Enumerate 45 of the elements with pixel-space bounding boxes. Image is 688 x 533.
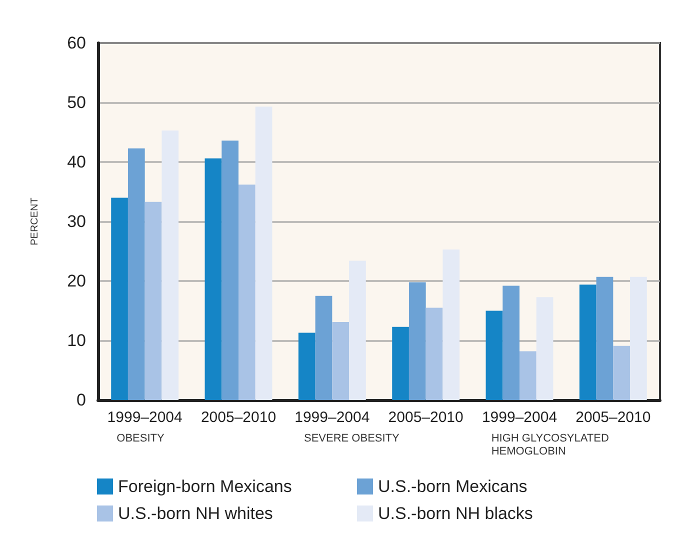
legend-label: U.S.-born NH whites bbox=[118, 504, 273, 523]
bar bbox=[442, 249, 460, 400]
bar bbox=[204, 158, 222, 400]
x-tick-label: 1999–2004 bbox=[107, 409, 182, 426]
bar bbox=[238, 184, 256, 400]
bar bbox=[222, 140, 238, 400]
bar bbox=[111, 198, 128, 400]
x-tick-label: 1999–2004 bbox=[482, 409, 558, 426]
bar bbox=[255, 106, 272, 400]
y-tick-label: 20 bbox=[67, 272, 86, 290]
bar bbox=[486, 310, 503, 400]
bar bbox=[536, 297, 554, 400]
bar bbox=[349, 260, 366, 400]
bar bbox=[144, 202, 162, 400]
x-tick-label: 2005–2010 bbox=[576, 409, 651, 426]
text: HIGH GLYCOSYLATED HEMOGLOBIN bbox=[491, 432, 612, 458]
bar bbox=[315, 296, 332, 400]
y-tick-label: 40 bbox=[67, 152, 86, 172]
legend-label: Foreign-born Mexicans bbox=[118, 477, 292, 496]
legend-label: U.S.-born NH blacks bbox=[378, 504, 533, 523]
bar bbox=[298, 332, 316, 400]
bar bbox=[332, 322, 350, 400]
bar bbox=[596, 276, 614, 400]
x-tick-label: 2005–2010 bbox=[200, 409, 276, 426]
y-tick-label: 60 bbox=[67, 34, 86, 52]
y-tick-label: 0 bbox=[76, 390, 86, 410]
x-tick-label: 1999–2004 bbox=[294, 409, 370, 426]
bar bbox=[579, 284, 596, 400]
y-tick-label: 10 bbox=[67, 331, 86, 350]
bar bbox=[502, 286, 520, 400]
y-tick-label: 30 bbox=[67, 212, 86, 231]
bar bbox=[392, 326, 409, 400]
bar bbox=[613, 346, 630, 400]
text: OBESITY bbox=[116, 432, 166, 444]
bar bbox=[520, 351, 536, 400]
bar bbox=[426, 308, 443, 400]
bar bbox=[408, 282, 426, 400]
x-tick-label: 2005–2010 bbox=[388, 409, 464, 426]
bar bbox=[630, 276, 647, 400]
y-axis-title: PERCENT bbox=[30, 198, 40, 246]
bar bbox=[128, 148, 145, 400]
bar bbox=[162, 130, 179, 400]
legend-label: U.S.-born Mexicans bbox=[378, 477, 528, 496]
y-tick-label: 50 bbox=[67, 93, 86, 112]
text: SEVERE OBESITY bbox=[304, 432, 400, 444]
